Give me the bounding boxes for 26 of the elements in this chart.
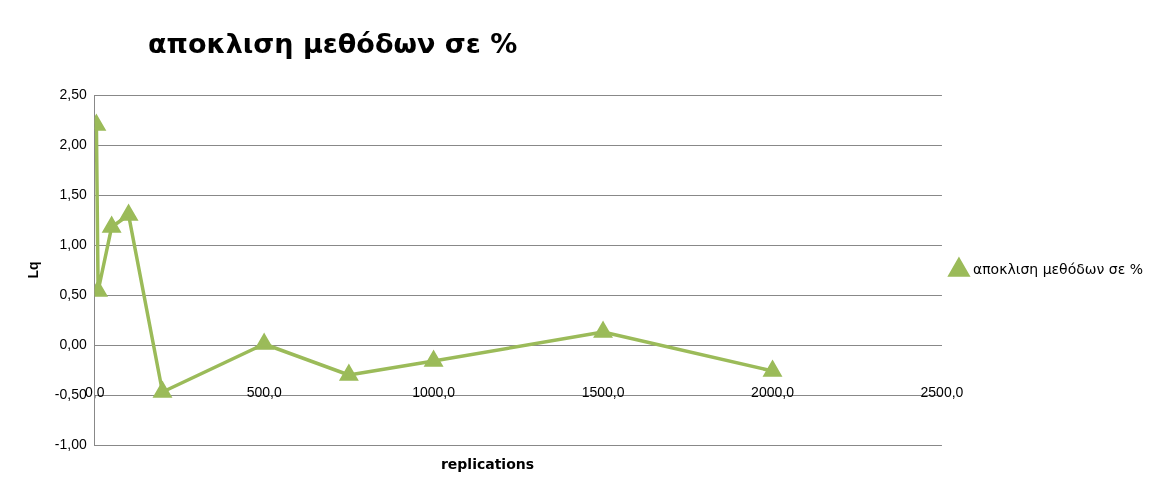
x-tick-label: 500,0 [246, 384, 282, 401]
y-tick-label: 1,50 [59, 185, 87, 202]
point [763, 361, 782, 377]
chart-title: αποκλιση μεθόδων σε % [148, 28, 518, 59]
x-tick-label: 1000,0 [412, 384, 456, 401]
y-tick-label: 2,50 [59, 85, 87, 102]
x-tick-label: 2500,0 [920, 384, 964, 401]
y-tick-label: -1,00 [54, 435, 87, 452]
legend-label: αποκλιση μεθόδων σε % [972, 260, 1144, 277]
point [340, 365, 358, 381]
y-tick-label: 1,00 [59, 235, 87, 252]
point [594, 322, 612, 338]
point [424, 351, 443, 367]
point [153, 382, 172, 398]
y-tick-label: 0,50 [59, 285, 87, 302]
y-tick-label: 2,00 [59, 135, 87, 152]
x-tick-label: 0,0 [84, 384, 105, 401]
x-tick-label: 1500,0 [581, 384, 625, 401]
point [255, 334, 273, 350]
y-tick-label: -0,50 [54, 385, 87, 402]
x-axis-title: replications [439, 456, 536, 472]
point [102, 217, 121, 233]
point [119, 205, 138, 221]
y-tick-label: 0,00 [59, 335, 87, 352]
y-axis-title: Lq [25, 261, 42, 279]
x-tick-label: 2000,0 [751, 384, 795, 401]
